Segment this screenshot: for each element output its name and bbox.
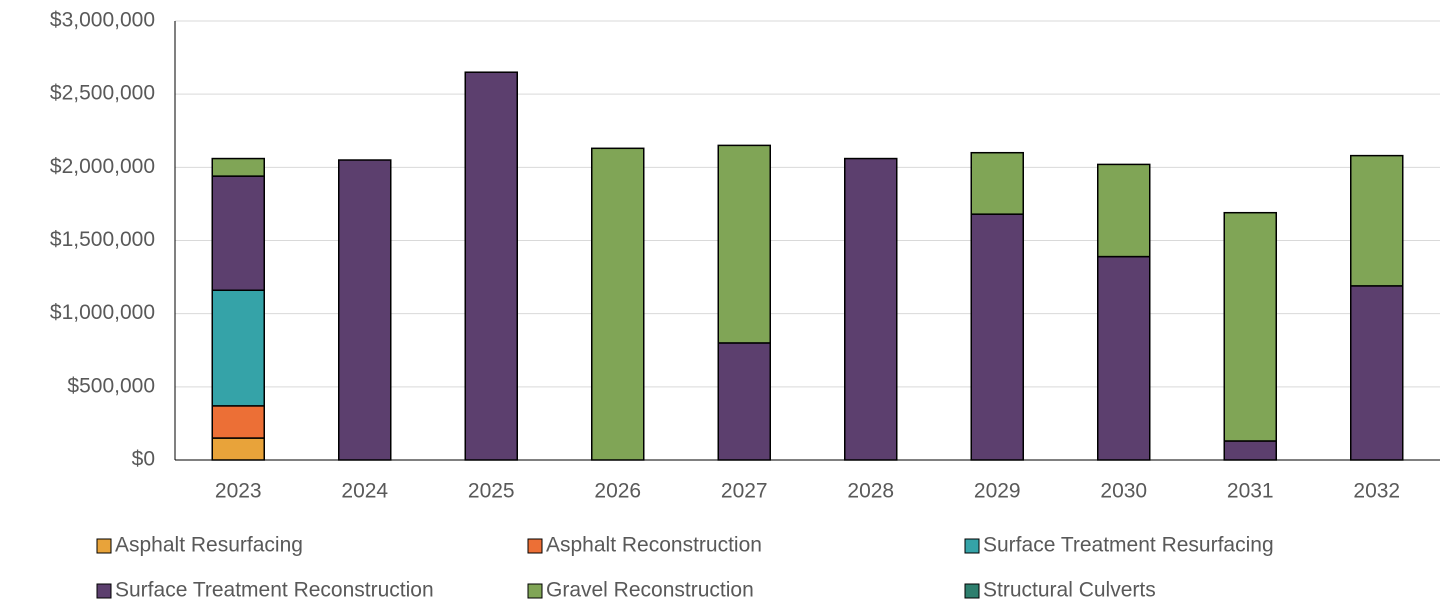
- legend-swatch: [964, 538, 980, 554]
- x-tick-label: 2031: [1227, 480, 1274, 503]
- bar-segment: [211, 289, 265, 407]
- x-tick-label: 2030: [1100, 480, 1147, 503]
- bar-segment: [211, 437, 265, 461]
- bar-segment: [591, 147, 645, 461]
- bar-segment: [1350, 285, 1404, 461]
- bar-segment: [1223, 211, 1277, 442]
- bar-segment: [464, 71, 518, 461]
- bar-segment: [970, 151, 1024, 215]
- bar-segment: [1223, 440, 1277, 461]
- x-tick-label: 2032: [1353, 480, 1400, 503]
- y-tick-label: $2,500,000: [50, 82, 155, 105]
- y-tick-label: $1,500,000: [50, 228, 155, 251]
- legend-swatch: [527, 583, 543, 599]
- bar-segment: [211, 405, 265, 439]
- legend-swatch: [527, 538, 543, 554]
- y-tick-label: $2,000,000: [50, 155, 155, 178]
- x-tick-label: 2023: [215, 480, 262, 503]
- legend-label: Asphalt Resurfacing: [115, 534, 303, 557]
- legend-swatch: [96, 538, 112, 554]
- y-tick-label: $3,000,000: [50, 9, 155, 32]
- x-tick-label: 2027: [721, 480, 768, 503]
- legend-label: Asphalt Reconstruction: [546, 534, 762, 557]
- bar-segment: [970, 213, 1024, 461]
- bar-segment: [211, 175, 265, 292]
- y-tick-label: $500,000: [67, 374, 155, 397]
- y-tick-label: $1,000,000: [50, 301, 155, 324]
- legend-swatch: [96, 583, 112, 599]
- x-tick-label: 2024: [341, 480, 388, 503]
- bar-segment: [338, 159, 392, 461]
- legend-label: Surface Treatment Resurfacing: [983, 534, 1274, 557]
- legend-swatch: [964, 583, 980, 599]
- bar-segment: [1097, 163, 1151, 258]
- x-tick-label: 2029: [974, 480, 1021, 503]
- bar-segment: [1097, 255, 1151, 461]
- x-tick-label: 2028: [847, 480, 894, 503]
- bar-segment: [717, 144, 771, 344]
- x-tick-label: 2025: [468, 480, 515, 503]
- legend-label: Structural Culverts: [983, 579, 1156, 602]
- legend-label: Gravel Reconstruction: [546, 579, 754, 602]
- bar-segment: [211, 157, 265, 177]
- y-tick-label: $0: [132, 448, 155, 471]
- x-tick-label: 2026: [594, 480, 641, 503]
- legend-label: Surface Treatment Reconstruction: [115, 579, 434, 602]
- bar-segment: [1350, 154, 1404, 287]
- bar-segment: [717, 342, 771, 461]
- bar-segment: [844, 157, 898, 461]
